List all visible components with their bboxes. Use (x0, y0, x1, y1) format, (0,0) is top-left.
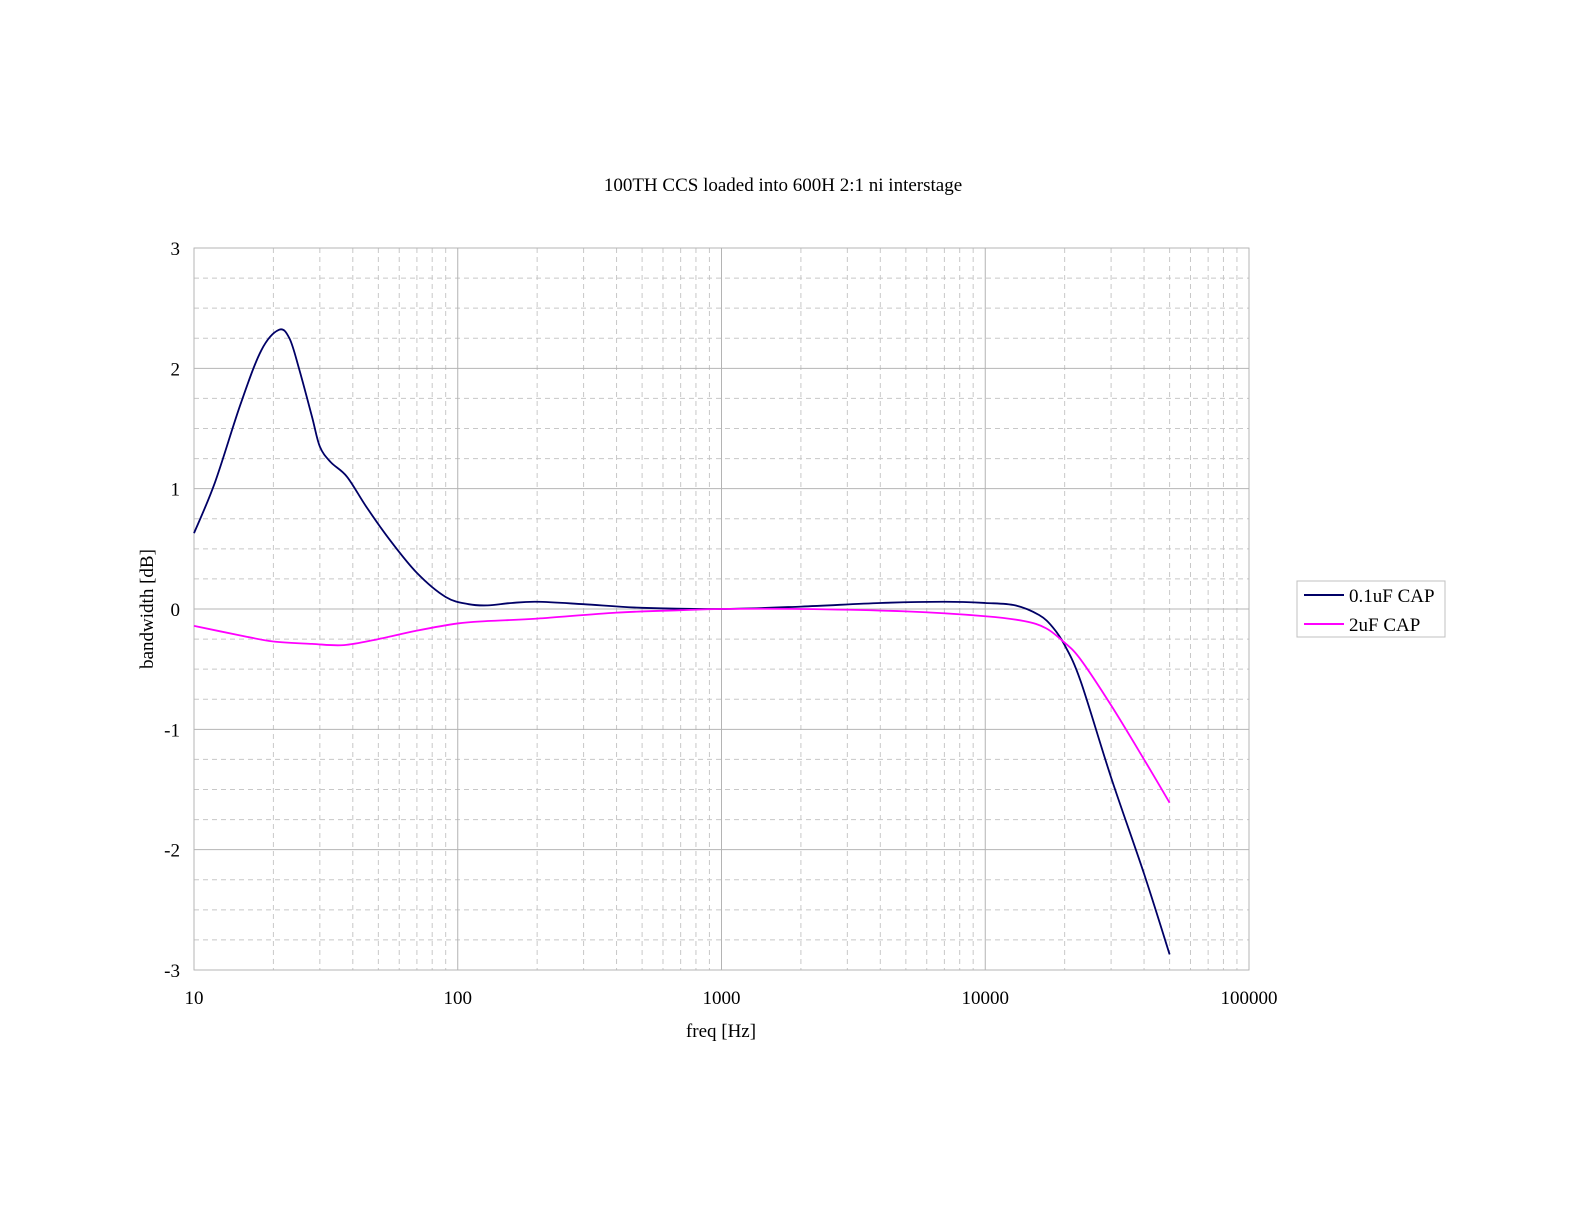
x-tick-label: 10000 (962, 988, 1010, 1009)
y-axis-label: bandwidth [dB] (137, 549, 158, 669)
y-tick-label: 3 (171, 239, 181, 260)
y-tick-label: 1 (171, 480, 181, 501)
x-tick-labels: 10 100 1000 10000 100000 (185, 988, 1278, 1009)
series-layer (193, 328, 1171, 955)
series-line-2 (193, 607, 1171, 804)
series-line-1 (193, 328, 1171, 955)
y-tick-label: -3 (164, 961, 180, 982)
x-axis-label: freq [Hz] (686, 1021, 756, 1042)
x-tick-label: 100000 (1221, 988, 1278, 1009)
y-tick-label: 2 (171, 359, 181, 380)
legend-label: 0.1uF CAP (1349, 586, 1435, 607)
y-tick-label: -1 (164, 720, 180, 741)
major-grid (193, 247, 1250, 971)
legend: 0.1uF CAP 2uF CAP (1296, 580, 1446, 638)
x-tick-label: 100 (444, 988, 473, 1009)
x-tick-label: 1000 (703, 988, 741, 1009)
y-tick-label: -2 (164, 841, 180, 862)
x-tick-label: 10 (185, 988, 204, 1009)
y-tick-label: 0 (171, 600, 181, 621)
legend-box (1296, 580, 1446, 638)
chart-title: 100TH CCS loaded into 600H 2:1 ni inters… (604, 175, 962, 196)
legend-label: 2uF CAP (1349, 615, 1420, 636)
y-tick-labels: 3 2 1 0 -1 -2 -3 (164, 239, 180, 982)
